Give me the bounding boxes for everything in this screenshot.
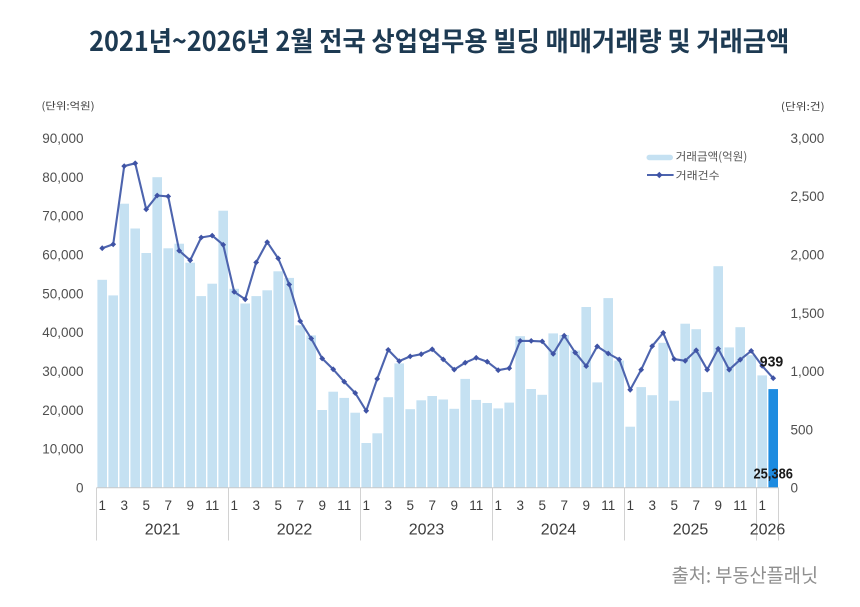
- svg-text:5: 5: [406, 498, 414, 513]
- svg-text:5: 5: [538, 498, 546, 513]
- svg-text:40,000: 40,000: [42, 325, 83, 340]
- svg-text:1: 1: [494, 498, 502, 513]
- svg-text:3,000: 3,000: [791, 131, 825, 146]
- svg-text:2024: 2024: [541, 522, 577, 539]
- svg-text:11: 11: [601, 498, 615, 513]
- svg-text:5: 5: [142, 498, 150, 513]
- svg-text:1: 1: [230, 498, 238, 513]
- svg-text:1: 1: [626, 498, 634, 513]
- svg-text:2021: 2021: [145, 522, 181, 539]
- svg-text:5: 5: [670, 498, 678, 513]
- svg-text:10,000: 10,000: [42, 442, 83, 457]
- svg-text:1: 1: [362, 498, 370, 513]
- svg-text:20,000: 20,000: [42, 403, 83, 418]
- svg-text:2,500: 2,500: [791, 189, 825, 204]
- svg-text:1: 1: [758, 498, 766, 513]
- svg-text:1,000: 1,000: [791, 364, 825, 379]
- svg-text:1: 1: [98, 498, 106, 513]
- svg-text:7: 7: [296, 498, 304, 513]
- svg-text:30,000: 30,000: [42, 364, 83, 379]
- svg-text:80,000: 80,000: [42, 170, 83, 185]
- svg-text:11: 11: [337, 498, 351, 513]
- svg-text:3: 3: [516, 498, 524, 513]
- svg-text:9: 9: [714, 498, 722, 513]
- svg-text:939: 939: [760, 354, 784, 371]
- svg-text:3: 3: [384, 498, 392, 513]
- svg-text:2023: 2023: [409, 522, 445, 539]
- svg-text:9: 9: [318, 498, 326, 513]
- svg-text:2026: 2026: [750, 522, 786, 539]
- svg-text:11: 11: [469, 498, 483, 513]
- svg-text:50,000: 50,000: [42, 286, 83, 301]
- svg-text:3: 3: [252, 498, 260, 513]
- svg-text:2025: 2025: [673, 522, 709, 539]
- svg-text:7: 7: [560, 498, 568, 513]
- svg-text:9: 9: [582, 498, 590, 513]
- svg-text:0: 0: [76, 481, 84, 496]
- svg-text:25,386: 25,386: [753, 465, 793, 482]
- svg-text:7: 7: [164, 498, 172, 513]
- svg-text:500: 500: [791, 422, 814, 437]
- svg-text:2,000: 2,000: [791, 248, 825, 263]
- svg-text:11: 11: [733, 498, 747, 513]
- svg-text:60,000: 60,000: [42, 248, 83, 263]
- svg-text:11: 11: [205, 498, 219, 513]
- svg-text:3: 3: [120, 498, 128, 513]
- svg-text:5: 5: [274, 498, 282, 513]
- svg-text:2022: 2022: [277, 522, 313, 539]
- svg-text:0: 0: [791, 481, 799, 496]
- svg-text:1,500: 1,500: [791, 306, 825, 321]
- svg-text:7: 7: [692, 498, 700, 513]
- svg-text:9: 9: [450, 498, 458, 513]
- svg-text:7: 7: [428, 498, 436, 513]
- svg-text:70,000: 70,000: [42, 209, 83, 224]
- svg-text:90,000: 90,000: [42, 131, 83, 146]
- svg-text:3: 3: [648, 498, 656, 513]
- svg-text:9: 9: [186, 498, 194, 513]
